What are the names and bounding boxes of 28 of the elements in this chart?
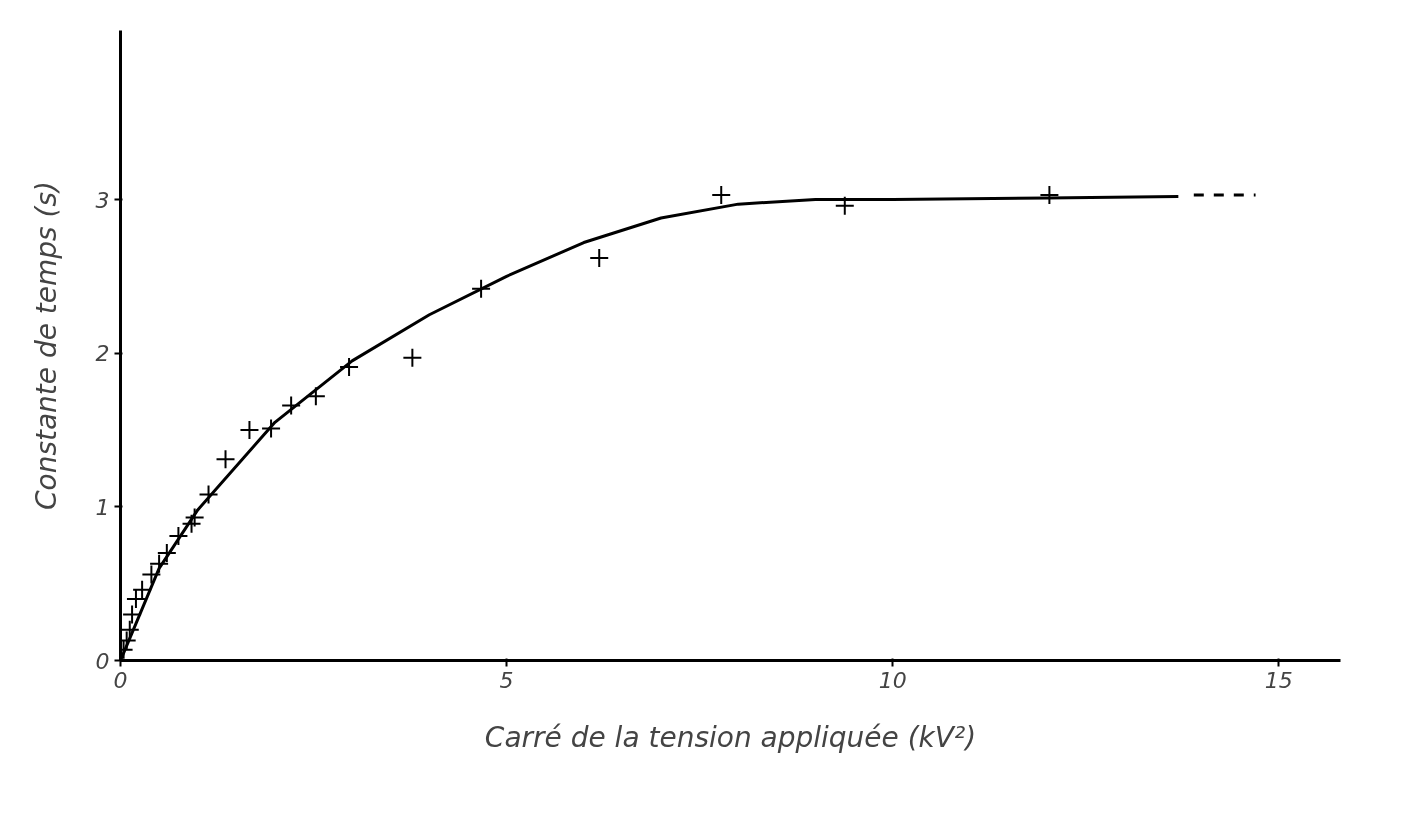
point <box>281 395 302 416</box>
point <box>120 619 140 640</box>
point <box>168 526 189 547</box>
point <box>339 357 360 378</box>
point <box>198 484 219 505</box>
point <box>834 195 855 216</box>
x-axis-title: Carré de la tension appliquée (kV²) <box>484 720 977 754</box>
point <box>471 278 492 299</box>
y-tick-label: 0 <box>95 648 110 674</box>
point <box>261 418 282 439</box>
x-tick-label: 0 <box>113 667 128 693</box>
x-tick-label: 15 <box>1264 667 1293 693</box>
point <box>402 347 423 368</box>
point <box>589 247 610 268</box>
y-tick-label: 2 <box>95 341 110 367</box>
point <box>122 604 143 625</box>
point <box>215 449 236 470</box>
point <box>711 184 732 205</box>
point <box>1039 184 1060 205</box>
y-axis-title: Constante de temps (s) <box>29 180 63 511</box>
point <box>181 513 202 534</box>
point <box>184 507 205 528</box>
point <box>305 386 326 407</box>
x-tick-label: 5 <box>499 667 514 693</box>
x-tick-label: 10 <box>878 667 907 693</box>
point <box>239 420 260 441</box>
y-tick-label: 1 <box>95 494 110 520</box>
y-tick-label: 3 <box>95 187 110 213</box>
